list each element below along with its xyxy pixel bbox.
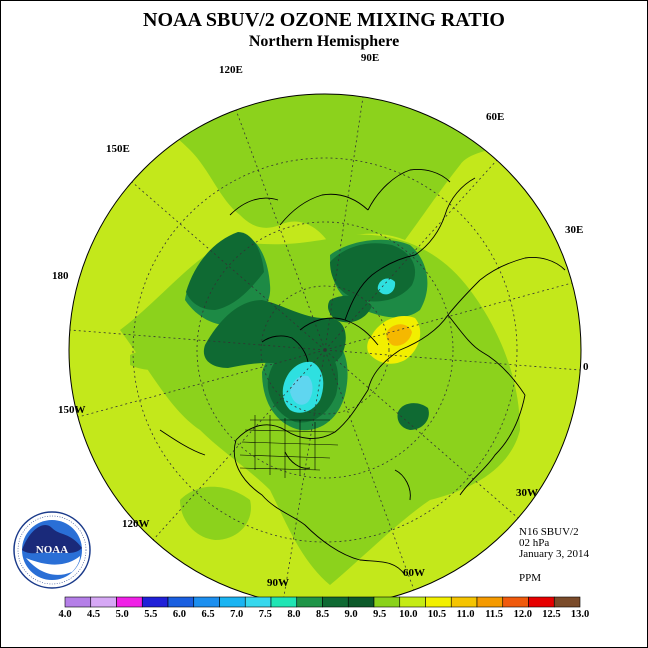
colorbar-label: 5.0 [116, 609, 129, 620]
colorbar-label: 6.0 [173, 609, 186, 620]
lon-label-0: 0 [583, 361, 589, 373]
colorbar-label: 12.0 [514, 609, 532, 620]
contour-mid-green-southwest [180, 486, 251, 540]
lon-label-60w: 60W [403, 567, 425, 579]
lon-label-90e: 90E [361, 52, 379, 64]
lon-label-60e: 60E [486, 111, 504, 123]
lon-label-30w: 30W [516, 487, 538, 499]
contour-dark-green-atlantic [397, 403, 429, 430]
colorbar-label: 8.0 [287, 609, 300, 620]
colorbar-label: 13.0 [571, 609, 589, 620]
lon-label-120e: 120E [219, 64, 243, 76]
lon-label-180: 180 [52, 270, 69, 282]
coastlines [159, 169, 566, 576]
contour-cyan-siberia [377, 278, 396, 295]
colorbar-label: 9.5 [373, 609, 386, 620]
colorbar-labels: 4.0 4.5 5.0 5.5 6.0 6.5 7.0 7.5 8.0 8.5 9.0 9.5 10.0… [58, 609, 589, 620]
colorbar: 4.0 4.5 5.0 5.5 6.0 6.5 7.0 7.5 8.0 8.5 9.0 9.5 10.0… [58, 596, 589, 620]
colorbar-label: 5.5 [144, 609, 157, 620]
colorbar-label: 9.0 [345, 609, 358, 620]
contour-dark-green-siberia [328, 295, 372, 323]
info-block: N16 SBUV/2 02 hPa January 3, 2014 PPM [519, 526, 589, 584]
political-borders [239, 415, 339, 478]
map-subtitle: Northern Hemisphere [249, 33, 399, 50]
colorbar-label: 7.5 [259, 609, 272, 620]
lon-label-120w: 120W [122, 518, 150, 530]
info-level: 02 hPa [519, 537, 549, 549]
longitude-labels: 90E 60E 30E 0 30W 60W 90W 120W 150W 180 … [52, 52, 589, 589]
colorbar-label: 4.5 [87, 609, 100, 620]
lon-label-150e: 150E [106, 143, 130, 155]
noaa-logo: NOAA [13, 511, 91, 589]
map-title: NOAA SBUV/2 OZONE MIXING RATIO [143, 9, 505, 31]
colorbar-label: 11.0 [457, 609, 475, 620]
info-date: January 3, 2014 [519, 548, 589, 560]
lon-label-150w: 150W [58, 404, 86, 416]
lon-label-90w: 90W [267, 577, 289, 589]
colorbar-swatches [64, 596, 581, 608]
colorbar-label: 10.0 [399, 609, 417, 620]
info-instrument: N16 SBUV/2 [519, 526, 579, 538]
contour-orange-europe [386, 324, 412, 346]
contour-mid-green-west [130, 349, 175, 370]
colorbar-label: 11.5 [485, 609, 503, 620]
colorbar-label: 12.5 [542, 609, 560, 620]
colorbar-label: 6.5 [201, 609, 214, 620]
colorbar-label: 8.5 [316, 609, 329, 620]
noaa-logo-text: NOAA [36, 544, 68, 556]
info-units: PPM [519, 572, 541, 584]
lon-label-30e: 30E [565, 224, 583, 236]
colorbar-swatch [553, 596, 581, 608]
contour-blue-canada [290, 375, 313, 405]
hemisphere-disc [68, 93, 582, 607]
colorbar-label: 7.0 [230, 609, 243, 620]
colorbar-label: 4.0 [58, 609, 71, 620]
contour-dark-green-west [186, 232, 264, 310]
contour-mid-green-north [150, 94, 520, 245]
colorbar-label: 10.5 [428, 609, 446, 620]
